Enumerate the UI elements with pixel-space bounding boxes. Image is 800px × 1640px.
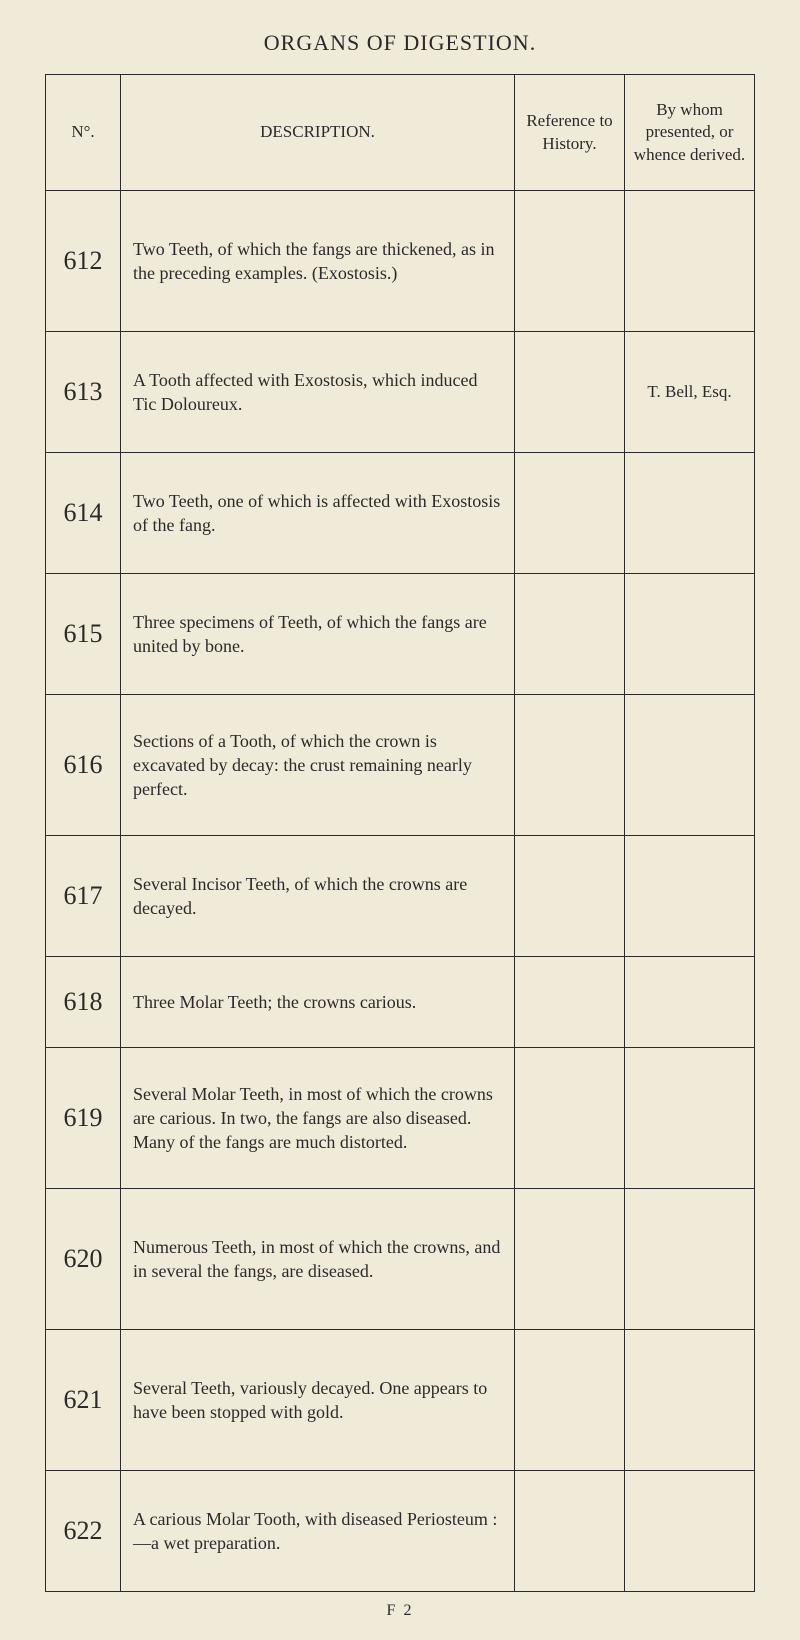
row-number: 620 [46, 1189, 121, 1330]
header-reference: Reference to History. [515, 75, 625, 191]
row-description: Several Teeth, variously decayed. One ap… [121, 1330, 515, 1471]
row-description: Several Incisor Teeth, of which the crow… [121, 836, 515, 957]
row-number: 622 [46, 1471, 121, 1592]
row-reference [515, 1048, 625, 1189]
row-bywhom [625, 453, 755, 574]
table-row: 616 Sections of a Tooth, of which the cr… [46, 695, 755, 836]
table-row: 613 A Tooth affected with Exostosis, whi… [46, 332, 755, 453]
row-description: Several Molar Teeth, in most of which th… [121, 1048, 515, 1189]
row-reference [515, 957, 625, 1048]
row-description: Two Teeth, one of which is affected with… [121, 453, 515, 574]
header-bywhom: By whom presented, or whence derived. [625, 75, 755, 191]
row-reference [515, 1471, 625, 1592]
row-bywhom [625, 191, 755, 332]
table-row: 614 Two Teeth, one of which is affected … [46, 453, 755, 574]
header-description: DESCRIPTION. [121, 75, 515, 191]
table-row: 617 Several Incisor Teeth, of which the … [46, 836, 755, 957]
row-description: Numerous Teeth, in most of which the cro… [121, 1189, 515, 1330]
digestion-table: N°. DESCRIPTION. Reference to History. B… [45, 74, 755, 1592]
row-bywhom [625, 836, 755, 957]
row-description: Three specimens of Teeth, of which the f… [121, 574, 515, 695]
row-number: 612 [46, 191, 121, 332]
row-description: A carious Molar Tooth, with diseased Per… [121, 1471, 515, 1592]
row-description: A Tooth affected with Exostosis, which i… [121, 332, 515, 453]
table-row: 620 Numerous Teeth, in most of which the… [46, 1189, 755, 1330]
row-reference [515, 695, 625, 836]
row-bywhom [625, 1048, 755, 1189]
table-row: 622 A carious Molar Tooth, with diseased… [46, 1471, 755, 1592]
row-reference [515, 1189, 625, 1330]
row-bywhom: T. Bell, Esq. [625, 332, 755, 453]
row-number: 616 [46, 695, 121, 836]
table-row: 612 Two Teeth, of which the fangs are th… [46, 191, 755, 332]
row-description: Three Molar Teeth; the crowns carious. [121, 957, 515, 1048]
row-reference [515, 191, 625, 332]
row-description: Two Teeth, of which the fangs are thicke… [121, 191, 515, 332]
row-reference [515, 332, 625, 453]
table-row: 619 Several Molar Teeth, in most of whic… [46, 1048, 755, 1189]
row-bywhom [625, 1471, 755, 1592]
row-bywhom [625, 957, 755, 1048]
table-row: 615 Three specimens of Teeth, of which t… [46, 574, 755, 695]
row-description: Sections of a Tooth, of which the crown … [121, 695, 515, 836]
row-reference [515, 453, 625, 574]
row-reference [515, 574, 625, 695]
header-number: N°. [46, 75, 121, 191]
page-footer: F 2 [45, 1602, 755, 1620]
row-bywhom [625, 1330, 755, 1471]
row-reference [515, 1330, 625, 1471]
table-row: 621 Several Teeth, variously decayed. On… [46, 1330, 755, 1471]
table-header-row: N°. DESCRIPTION. Reference to History. B… [46, 75, 755, 191]
row-number: 617 [46, 836, 121, 957]
row-number: 613 [46, 332, 121, 453]
row-number: 614 [46, 453, 121, 574]
row-number: 619 [46, 1048, 121, 1189]
row-number: 615 [46, 574, 121, 695]
page-title: ORGANS OF DIGESTION. [45, 30, 755, 56]
row-number: 621 [46, 1330, 121, 1471]
row-reference [515, 836, 625, 957]
row-bywhom [625, 695, 755, 836]
table-row: 618 Three Molar Teeth; the crowns cariou… [46, 957, 755, 1048]
row-bywhom [625, 574, 755, 695]
row-bywhom [625, 1189, 755, 1330]
row-number: 618 [46, 957, 121, 1048]
